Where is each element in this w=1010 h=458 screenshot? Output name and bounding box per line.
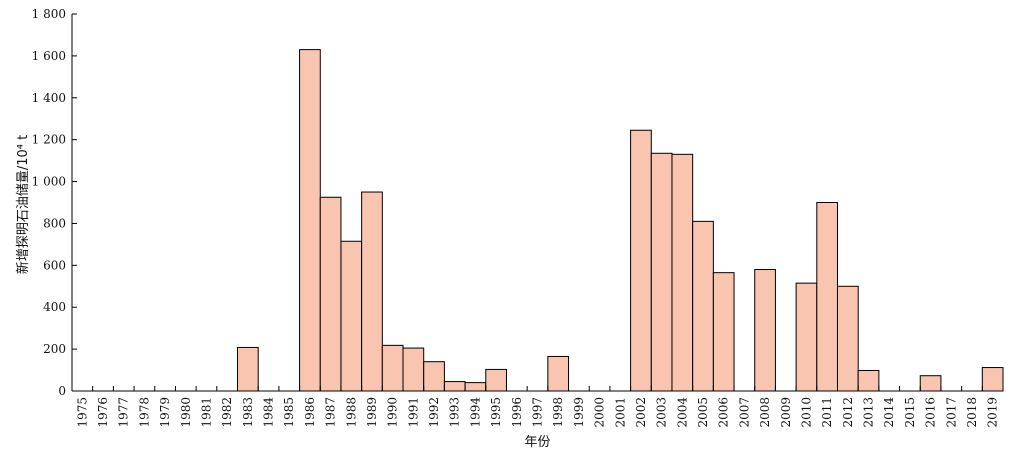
x-tick-label-2008: 2008	[758, 397, 772, 428]
x-tick-label-1980: 1980	[179, 397, 193, 428]
x-axis-title: 年份	[524, 435, 550, 450]
x-tick-label-1986: 1986	[303, 397, 317, 428]
x-ticks-group: 1975 1976 1977 1978 1979 1980 1981 1982 1983 1984…	[71, 386, 1004, 428]
x-tick-label-2006: 2006	[717, 397, 731, 428]
bar-1983	[237, 346, 259, 392]
x-tick-label-1982: 1982	[220, 397, 234, 428]
x-tick-label-1989: 1989	[365, 397, 379, 428]
bar-1987	[319, 196, 342, 392]
bar-1993	[443, 381, 466, 392]
x-tick-label-1988: 1988	[344, 397, 358, 428]
x-tick-label-1983: 1983	[241, 397, 255, 428]
bar-2013	[857, 369, 880, 392]
x-tick-label-2002: 2002	[634, 397, 648, 428]
bar-1992	[423, 361, 445, 392]
x-tick-label-1975: 1975	[75, 397, 89, 428]
x-tick-label-1998: 1998	[551, 397, 565, 428]
x-tick-label-1993: 1993	[448, 397, 462, 428]
x-tick-label-2012: 2012	[841, 397, 855, 428]
x-tick-label-2000: 2000	[593, 397, 607, 428]
x-tick-label-1984: 1984	[262, 397, 276, 428]
bar-1986	[299, 49, 321, 392]
x-tick-label-1995: 1995	[489, 397, 503, 428]
x-tick-label-2001: 2001	[613, 397, 627, 428]
y-tick-label: 200	[43, 342, 66, 356]
x-tick-label-1978: 1978	[137, 397, 151, 428]
bar-2002	[630, 129, 652, 392]
y-ticks-group: 0 200 400 600 800 1 000 1 200 1 400 1 600 1 800	[32, 7, 77, 398]
bar-2003	[650, 152, 673, 392]
bar-2011	[816, 202, 838, 392]
x-tick-label-1997: 1997	[531, 397, 545, 428]
x-tick-label-2013: 2013	[862, 397, 876, 428]
x-tick-label-2016: 2016	[924, 397, 938, 428]
x-tick-label-2019: 2019	[986, 397, 1000, 428]
x-tick-label-2014: 2014	[882, 397, 896, 428]
x-tick-label-2007: 2007	[737, 397, 751, 428]
bar-2008	[754, 269, 776, 392]
bar-1988	[340, 240, 363, 392]
axes-group	[71, 14, 1003, 392]
y-tick-label: 1 400	[32, 91, 66, 105]
x-tick-label-2018: 2018	[965, 397, 979, 428]
bar-1998	[547, 355, 570, 392]
x-tick-label-2010: 2010	[799, 397, 813, 428]
bar-2016	[919, 375, 942, 392]
x-tick-label-2003: 2003	[655, 397, 669, 428]
y-tick-label: 1 600	[32, 49, 66, 63]
x-tick-label-1987: 1987	[324, 397, 338, 428]
bar-2012	[836, 285, 859, 392]
x-tick-label-2017: 2017	[944, 397, 958, 428]
x-tick-label-1991: 1991	[406, 397, 420, 428]
x-tick-label-1981: 1981	[199, 397, 213, 428]
x-tick-label-2009: 2009	[779, 397, 793, 428]
x-tick-label-1977: 1977	[117, 397, 131, 428]
x-tick-label-2011: 2011	[820, 397, 834, 428]
y-tick-label: 1 000	[32, 175, 66, 189]
x-tick-label-2005: 2005	[696, 397, 710, 428]
y-axis-title: 新增探明石油储量/10⁴ t	[15, 135, 31, 274]
bar-2006	[712, 272, 735, 392]
bar-2019	[981, 367, 1004, 392]
x-tick-label-1990: 1990	[386, 397, 400, 428]
y-tick-label: 600	[43, 258, 66, 272]
y-tick-label: 800	[43, 216, 66, 230]
bar-2004	[671, 153, 694, 392]
bar-2010	[795, 282, 818, 392]
y-tick-label: 1 800	[32, 7, 66, 21]
x-tick-label-1979: 1979	[158, 397, 172, 428]
bar-1994	[464, 382, 487, 392]
x-tick-label-1976: 1976	[96, 397, 110, 428]
x-tick-label-1992: 1992	[427, 397, 441, 428]
y-tick-label: 0	[58, 384, 66, 398]
x-tick-label-2004: 2004	[675, 397, 689, 428]
bar-1990	[381, 344, 404, 392]
bars-group	[237, 49, 1004, 392]
x-tick-label-1994: 1994	[468, 397, 482, 428]
bar-1989	[361, 191, 383, 392]
x-tick-label-1985: 1985	[282, 397, 296, 428]
x-tick-label-1996: 1996	[510, 397, 524, 428]
x-tick-label-2015: 2015	[903, 397, 917, 428]
x-tick-label-1999: 1999	[572, 397, 586, 428]
y-tick-label: 400	[43, 300, 66, 314]
bar-1991	[402, 347, 425, 392]
bar-1995	[485, 368, 507, 392]
bar-2005	[692, 220, 714, 392]
y-tick-label: 1 200	[32, 133, 66, 147]
